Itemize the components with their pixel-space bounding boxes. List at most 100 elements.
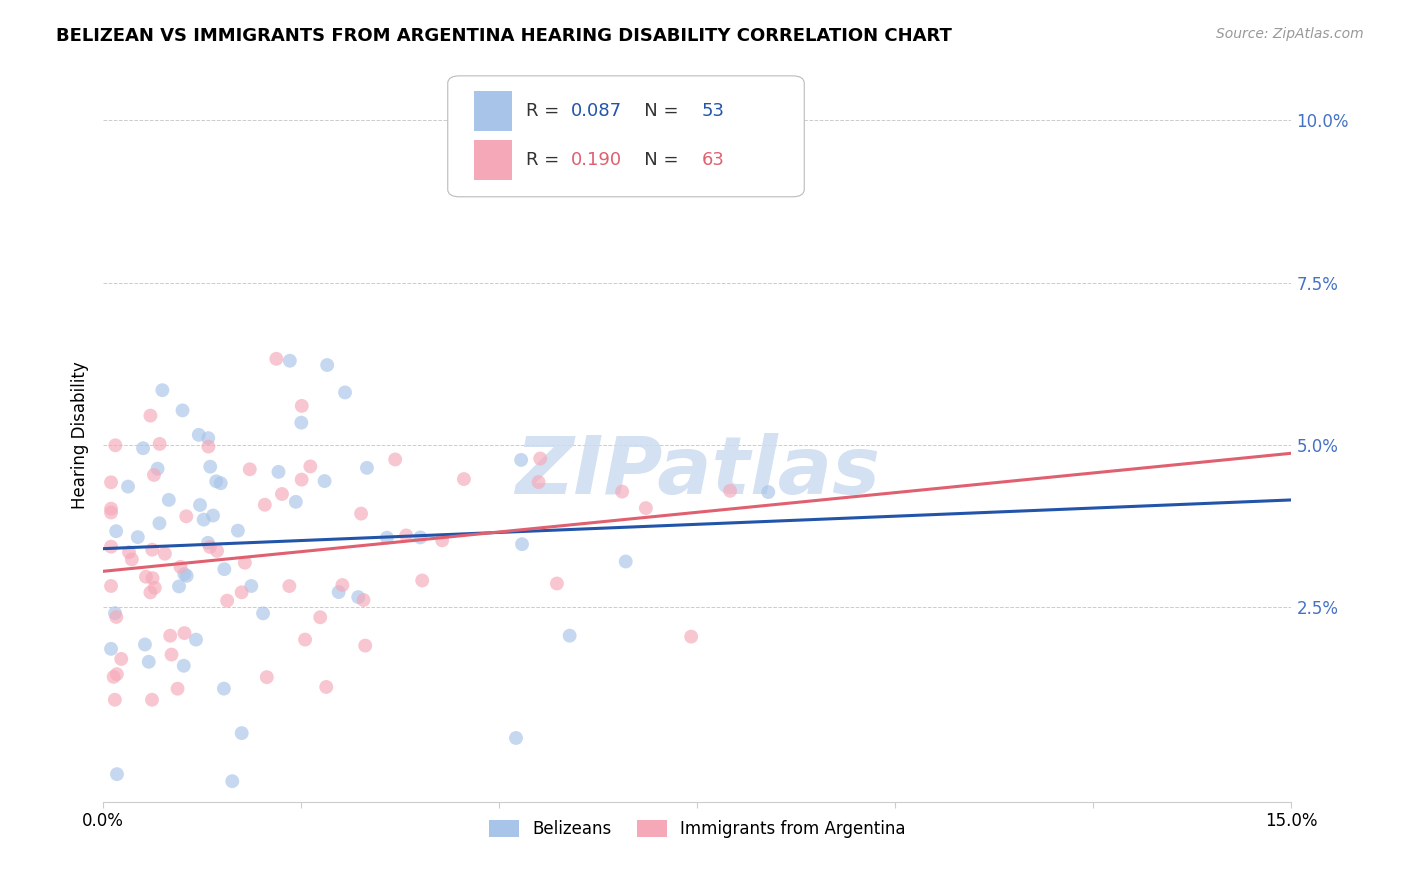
Point bbox=[614, 555, 637, 569]
Point bbox=[173, 626, 195, 640]
Point bbox=[105, 667, 128, 681]
Point bbox=[290, 416, 312, 430]
Point bbox=[110, 652, 132, 666]
Point bbox=[409, 530, 432, 544]
Point bbox=[184, 632, 207, 647]
Point bbox=[278, 353, 301, 368]
Point bbox=[197, 536, 219, 550]
Point bbox=[278, 579, 301, 593]
Point bbox=[314, 474, 336, 488]
FancyBboxPatch shape bbox=[447, 76, 804, 197]
Point bbox=[200, 459, 222, 474]
Point bbox=[328, 585, 350, 599]
Point bbox=[141, 542, 163, 557]
Point bbox=[197, 431, 219, 445]
Point bbox=[117, 480, 139, 494]
Point bbox=[153, 547, 176, 561]
Point bbox=[267, 465, 290, 479]
Point bbox=[239, 462, 262, 476]
Point bbox=[316, 358, 339, 372]
Point bbox=[315, 680, 337, 694]
Point bbox=[188, 498, 211, 512]
Point bbox=[100, 641, 122, 656]
Text: 0.190: 0.190 bbox=[571, 151, 623, 169]
Text: R =: R = bbox=[526, 102, 565, 120]
Point bbox=[100, 475, 122, 490]
Point bbox=[173, 658, 195, 673]
Point bbox=[271, 487, 294, 501]
Point bbox=[160, 648, 183, 662]
Text: ZIPatlas: ZIPatlas bbox=[515, 433, 880, 511]
Text: Source: ZipAtlas.com: Source: ZipAtlas.com bbox=[1216, 27, 1364, 41]
Point bbox=[142, 571, 165, 585]
Point bbox=[104, 606, 127, 620]
Point bbox=[193, 513, 215, 527]
Text: 53: 53 bbox=[702, 102, 725, 120]
Point bbox=[209, 476, 232, 491]
Point bbox=[212, 681, 235, 696]
Point bbox=[134, 638, 156, 652]
Point bbox=[505, 731, 527, 745]
Point bbox=[166, 681, 188, 696]
Point bbox=[172, 403, 194, 417]
Point bbox=[100, 506, 122, 520]
Point bbox=[284, 495, 307, 509]
Point bbox=[291, 399, 314, 413]
Point bbox=[356, 461, 378, 475]
Point bbox=[169, 559, 191, 574]
Point bbox=[253, 498, 276, 512]
Point bbox=[453, 472, 475, 486]
Point bbox=[309, 610, 332, 624]
Point bbox=[266, 351, 288, 366]
Point bbox=[214, 562, 236, 576]
Point bbox=[411, 574, 433, 588]
Point bbox=[198, 540, 221, 554]
Point bbox=[202, 508, 225, 523]
Point bbox=[350, 507, 373, 521]
Point bbox=[233, 556, 256, 570]
Legend: Belizeans, Immigrants from Argentina: Belizeans, Immigrants from Argentina bbox=[482, 813, 912, 845]
Point bbox=[104, 438, 127, 452]
Point bbox=[718, 483, 741, 498]
Point bbox=[118, 545, 141, 559]
Point bbox=[546, 576, 568, 591]
Point bbox=[187, 428, 209, 442]
Point bbox=[135, 570, 157, 584]
Text: N =: N = bbox=[627, 151, 685, 169]
Point bbox=[395, 528, 418, 542]
Bar bbox=[474, 91, 512, 131]
Point bbox=[529, 451, 551, 466]
Point bbox=[221, 774, 243, 789]
Point bbox=[105, 524, 128, 539]
Point bbox=[143, 581, 166, 595]
Point bbox=[127, 530, 149, 544]
Point bbox=[104, 692, 127, 706]
Point bbox=[105, 767, 128, 781]
Point bbox=[149, 437, 172, 451]
Point bbox=[634, 501, 657, 516]
Text: 0.087: 0.087 bbox=[571, 102, 623, 120]
Point bbox=[132, 441, 155, 455]
Point bbox=[139, 585, 162, 599]
Point bbox=[141, 692, 163, 706]
Point bbox=[256, 670, 278, 684]
Point bbox=[231, 585, 253, 599]
Point bbox=[121, 552, 143, 566]
Point bbox=[510, 537, 533, 551]
Point bbox=[354, 639, 377, 653]
Text: 63: 63 bbox=[702, 151, 725, 169]
Point bbox=[157, 492, 180, 507]
Point bbox=[105, 610, 128, 624]
Point bbox=[197, 440, 219, 454]
Point bbox=[148, 516, 170, 531]
Point bbox=[100, 501, 122, 516]
Point bbox=[143, 467, 166, 482]
Point bbox=[332, 578, 354, 592]
Point bbox=[681, 630, 703, 644]
Text: BELIZEAN VS IMMIGRANTS FROM ARGENTINA HEARING DISABILITY CORRELATION CHART: BELIZEAN VS IMMIGRANTS FROM ARGENTINA HE… bbox=[56, 27, 952, 45]
Point bbox=[226, 524, 249, 538]
Point bbox=[173, 567, 195, 582]
Y-axis label: Hearing Disability: Hearing Disability bbox=[72, 361, 89, 509]
Point bbox=[205, 544, 228, 558]
Bar bbox=[474, 140, 512, 180]
